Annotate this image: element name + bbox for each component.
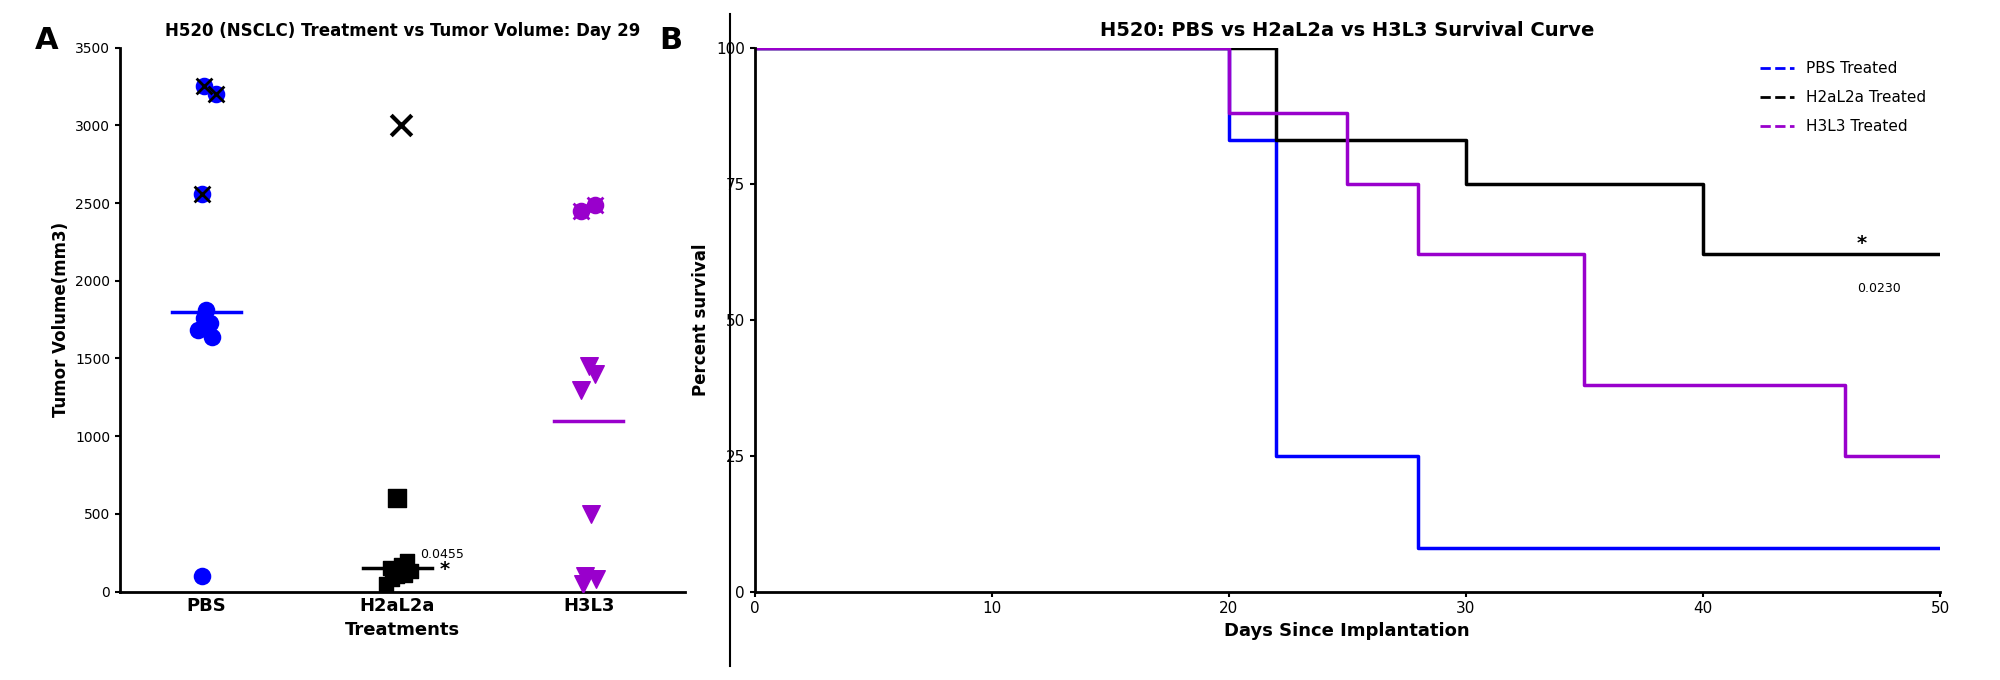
Point xyxy=(186,571,218,581)
H2aL2a Treated xyxy=(742,44,766,52)
Point xyxy=(390,569,422,580)
Point xyxy=(382,493,414,504)
Line: PBS Treated: PBS Treated xyxy=(754,48,1940,548)
PBS Treated xyxy=(742,44,766,52)
H3L3 Treated xyxy=(1928,452,1952,460)
H3L3 Treated xyxy=(1216,44,1240,52)
PBS Treated xyxy=(1216,44,1240,52)
Point xyxy=(386,120,418,131)
Y-axis label: Percent survival: Percent survival xyxy=(692,243,710,396)
PBS Treated xyxy=(1572,544,1596,552)
Point xyxy=(578,199,610,210)
Point xyxy=(566,205,598,216)
Point xyxy=(568,579,600,590)
Point xyxy=(194,318,226,328)
PBS Treated xyxy=(1572,544,1596,552)
Point xyxy=(374,563,406,574)
H3L3 Treated xyxy=(1572,381,1596,389)
Text: *: * xyxy=(440,560,450,579)
H3L3 Treated xyxy=(1336,109,1360,117)
Point xyxy=(186,188,218,199)
Point xyxy=(188,81,220,92)
H2aL2a Treated xyxy=(1454,180,1478,188)
Point xyxy=(566,205,598,216)
Point xyxy=(578,369,610,379)
X-axis label: Treatments: Treatments xyxy=(344,621,460,639)
Point xyxy=(382,571,414,581)
H3L3 Treated xyxy=(1406,180,1430,188)
H3L3 Treated xyxy=(1834,452,1858,460)
H2aL2a Treated xyxy=(1264,44,1288,52)
H3L3 Treated xyxy=(1406,250,1430,258)
Point xyxy=(200,89,232,100)
PBS Treated xyxy=(1264,136,1288,144)
Point xyxy=(572,361,604,372)
Y-axis label: Tumor Volume(mm3): Tumor Volume(mm3) xyxy=(52,222,70,417)
Point xyxy=(196,331,228,342)
Point xyxy=(394,566,426,577)
Title: H520: PBS vs H2aL2a vs H3L3 Survival Curve: H520: PBS vs H2aL2a vs H3L3 Survival Cur… xyxy=(1100,22,1594,41)
Point xyxy=(392,555,424,566)
H3L3 Treated xyxy=(1572,250,1596,258)
Point xyxy=(386,560,418,571)
Point xyxy=(370,579,402,590)
X-axis label: Days Since Implantation: Days Since Implantation xyxy=(1224,622,1470,640)
Text: B: B xyxy=(660,26,682,55)
Text: *: * xyxy=(1858,234,1868,253)
Line: H3L3 Treated: H3L3 Treated xyxy=(754,48,1940,456)
PBS Treated xyxy=(1406,544,1430,552)
Point xyxy=(188,81,220,92)
Text: 0.0455: 0.0455 xyxy=(420,547,464,560)
Point xyxy=(580,574,612,585)
H3L3 Treated xyxy=(1216,109,1240,117)
Point xyxy=(188,313,220,324)
Point xyxy=(186,188,218,199)
Point xyxy=(578,199,610,210)
Point xyxy=(570,571,602,581)
Text: 0.0230: 0.0230 xyxy=(1858,282,1900,294)
PBS Treated xyxy=(1928,544,1952,552)
H2aL2a Treated xyxy=(1928,250,1952,258)
PBS Treated xyxy=(1216,136,1240,144)
H3L3 Treated xyxy=(1336,180,1360,188)
Point xyxy=(182,325,214,336)
Point xyxy=(200,89,232,100)
Title: H520 (NSCLC) Treatment vs Tumor Volume: Day 29: H520 (NSCLC) Treatment vs Tumor Volume: … xyxy=(164,22,640,41)
PBS Treated xyxy=(1406,452,1430,460)
Legend: PBS Treated, H2aL2a Treated, H3L3 Treated: PBS Treated, H2aL2a Treated, H3L3 Treate… xyxy=(1754,55,1932,140)
Point xyxy=(376,574,408,585)
H2aL2a Treated xyxy=(1690,250,1714,258)
Point xyxy=(574,509,606,520)
H3L3 Treated xyxy=(1834,381,1858,389)
H2aL2a Treated xyxy=(1264,136,1288,144)
Line: H2aL2a Treated: H2aL2a Treated xyxy=(754,48,1940,254)
Point xyxy=(566,384,598,395)
H3L3 Treated xyxy=(742,44,766,52)
Text: A: A xyxy=(36,26,58,55)
Point xyxy=(190,305,222,316)
PBS Treated xyxy=(1264,452,1288,460)
H2aL2a Treated xyxy=(1454,136,1478,144)
H2aL2a Treated xyxy=(1690,180,1714,188)
